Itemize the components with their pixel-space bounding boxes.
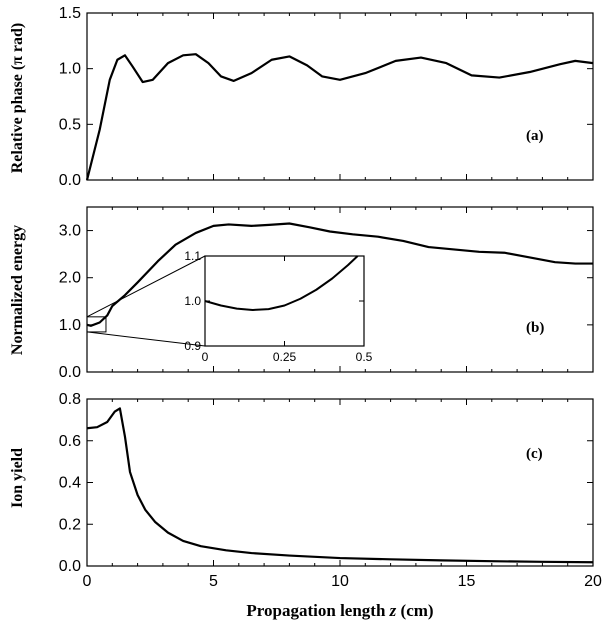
inset-x-tick-label: 0.5	[356, 350, 373, 364]
x-tick-label: 15	[458, 573, 476, 590]
y-tick-label-b: 2.0	[59, 270, 81, 287]
y-tick-label-b: 0.0	[59, 364, 81, 381]
inset-y-tick-label: 1.0	[184, 294, 201, 308]
panel-label-b: (b)	[526, 320, 544, 336]
inset-y-tick-label: 1.1	[184, 249, 201, 263]
panel-a: 0.0 0.5 1.0 1.5	[59, 5, 594, 189]
panel-frame-a	[86, 12, 594, 181]
panel-label-a: (a)	[526, 128, 544, 144]
y-axis-label-c: Ion yield	[9, 448, 26, 508]
inset-y-tick-label: 0.9	[184, 339, 201, 353]
y-tick-label-c: 0.0	[59, 558, 81, 575]
x-axis-label-variable: z	[389, 601, 397, 620]
y-axis-label-a: Relative phase (π rad)	[9, 23, 26, 174]
inset-series-line	[204, 255, 359, 311]
zoom-connector-upper	[86, 255, 206, 318]
panel-c: 0.0 0.2 0.4 0.6 0.8 0 5 10 15 20	[59, 391, 602, 590]
inset-x-tick-label: 0.25	[273, 350, 297, 364]
y-axis-label-b: Normalized energy	[9, 225, 26, 355]
panel-b: 0.0 1.0 2.0 3.0 0.9 1.0 1.1 0 0.25 0.5	[59, 206, 594, 381]
panel-frame-c	[86, 398, 594, 567]
x-axis-label-unit: (cm)	[396, 601, 433, 620]
y-tick-label-c: 0.4	[59, 475, 81, 492]
zoom-connector-lower	[86, 331, 206, 347]
y-tick-label-b: 1.0	[59, 317, 81, 334]
inset-x-tick-label: 0	[202, 350, 209, 364]
y-tick-label-b: 3.0	[59, 223, 81, 240]
x-tick-label: 20	[584, 573, 602, 590]
y-tick-label-a: 1.5	[59, 5, 81, 22]
y-tick-label-c: 0.8	[59, 391, 81, 408]
x-axis-label-text: Propagation length	[246, 601, 389, 620]
x-tick-label: 0	[83, 573, 92, 590]
plot-area: 0.00.51.01.50.01.02.03.00.91.01.10 0.25 0.…	[59, 5, 602, 590]
inset-plot: 0.9 1.0 1.1 0 0.25 0.5	[86, 249, 373, 364]
y-tick-label-a: 1.0	[59, 61, 81, 78]
x-tick-label: 5	[209, 573, 218, 590]
y-tick-label-c: 0.6	[59, 433, 81, 450]
inset-frame	[204, 255, 365, 347]
zoom-box	[86, 316, 107, 333]
y-tick-label-a: 0.5	[59, 116, 81, 133]
panel-label-c: (c)	[526, 446, 543, 462]
series-line-a	[85, 53, 594, 181]
y-tick-label-c: 0.2	[59, 516, 81, 533]
y-tick-label-a: 0.0	[59, 172, 81, 189]
x-axis-label: Propagation length z (cm)	[246, 601, 433, 620]
x-tick-label: 10	[331, 573, 349, 590]
series-line-c	[86, 407, 594, 564]
